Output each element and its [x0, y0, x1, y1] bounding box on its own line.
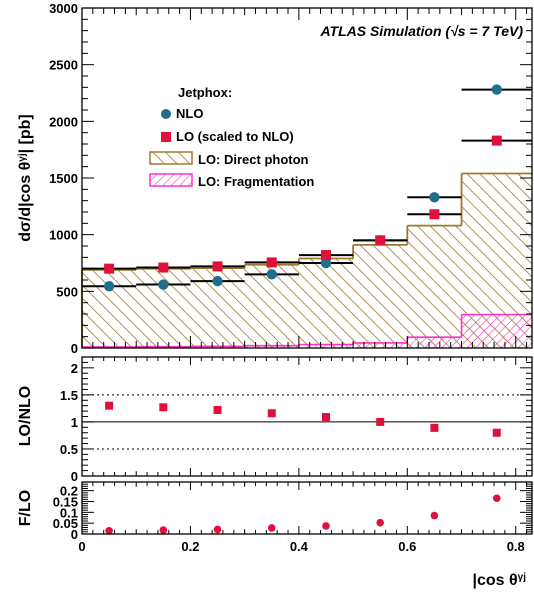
histogram-layer	[81, 172, 532, 348]
ratio-y-tick-label: 0	[71, 469, 78, 484]
ratio-point	[376, 417, 385, 426]
legend-entry: LO: Fragmentation	[198, 174, 314, 189]
legend-entry: LO (scaled to NLO)	[176, 129, 294, 144]
ratio-point	[321, 413, 330, 422]
nlo-point	[103, 281, 115, 292]
legend-frag-swatch	[149, 173, 193, 187]
nlo-point	[429, 192, 440, 203]
nlo-point	[266, 269, 277, 280]
fraction-point	[322, 522, 330, 530]
x-tick-label: 0	[78, 539, 85, 554]
fraction-point	[159, 526, 168, 534]
ratio-y-tick-label: 0.5	[60, 442, 78, 457]
main-y-tick-label: 1000	[49, 228, 78, 243]
ratio-point	[213, 406, 222, 415]
ratio-y-title: LO/NLO	[17, 386, 34, 446]
nlo-point	[158, 279, 169, 290]
x-axis-title: |cos θγj	[473, 572, 527, 590]
lo-point	[158, 262, 169, 273]
lo-point	[266, 257, 277, 268]
main-y-tick-label: 2000	[49, 114, 78, 129]
marker-layer	[82, 84, 532, 535]
ratio-y-tick-label: 2	[71, 361, 78, 376]
ratio-point	[492, 428, 501, 437]
ratio-y-tick-label: 1	[71, 415, 78, 430]
ratio-point	[105, 401, 114, 410]
frac-y-tick-label: 0.1	[60, 505, 78, 520]
nlo-point	[212, 275, 223, 287]
fraction-point	[105, 526, 113, 535]
reference-lines	[82, 394, 532, 450]
fraction-point	[213, 525, 222, 534]
x-tick-label: 0.8	[507, 539, 525, 554]
fraction-point	[267, 524, 276, 532]
chart-annotation: ATLAS Simulation (√s = 7 TeV)	[319, 23, 523, 39]
panel-frame-frac	[81, 481, 533, 535]
panel-frame-ratio	[81, 356, 533, 477]
main-y-tick-label: 2500	[49, 58, 78, 73]
legend-nlo-marker	[161, 109, 171, 119]
fragmentation-hist-fill	[82, 314, 532, 348]
main-y-title: dσ/d|cos θγj| [pb]	[17, 114, 35, 242]
main-y-tick-label: 1500	[49, 171, 78, 186]
frac-y-title: F/LO	[17, 490, 34, 526]
legend-lo-marker	[161, 132, 171, 142]
legend-entry: NLO	[176, 106, 203, 121]
frac-y-tick-label: 0.15	[53, 495, 78, 510]
ratio-point	[430, 423, 439, 432]
main-y-tick-label: 500	[56, 284, 78, 299]
lo-point	[212, 261, 223, 272]
fraction-point	[492, 494, 501, 503]
fraction-point	[376, 518, 384, 527]
legend: Jetphox: NLO LO (scaled to NLO) LO: Direct …	[149, 85, 314, 189]
legend-direct-swatch	[149, 151, 193, 165]
ratio-point	[267, 409, 276, 418]
ratio-y-tick-label: 1.5	[60, 388, 78, 403]
lo-point	[429, 209, 440, 220]
legend-header: Jetphox:	[178, 85, 232, 100]
nlo-point	[320, 257, 332, 269]
x-tick-label: 0.2	[181, 539, 199, 554]
nlo-point	[491, 84, 502, 95]
main-y-tick-label: 0	[71, 341, 78, 356]
lo-point	[320, 250, 331, 261]
lo-point	[491, 135, 502, 146]
ratio-point	[159, 403, 168, 412]
frac-y-tick-label: 0.2	[60, 484, 78, 499]
x-tick-label: 0.4	[290, 539, 309, 554]
lo-point	[104, 263, 115, 274]
x-tick-label: 0.6	[398, 539, 416, 554]
legend-entry: LO: Direct photon	[198, 152, 309, 167]
lo-point	[375, 235, 386, 246]
main-y-tick-label: 3000	[49, 1, 78, 16]
fraction-point	[430, 511, 439, 520]
direct-photon-hist-fill	[82, 173, 532, 348]
frac-y-tick-label: 0	[71, 527, 78, 542]
frac-y-tick-label: 0.05	[53, 516, 78, 531]
axes: 0 0.2 0.4 0.6 0.805001000150020002500300000.…	[17, 1, 532, 590]
